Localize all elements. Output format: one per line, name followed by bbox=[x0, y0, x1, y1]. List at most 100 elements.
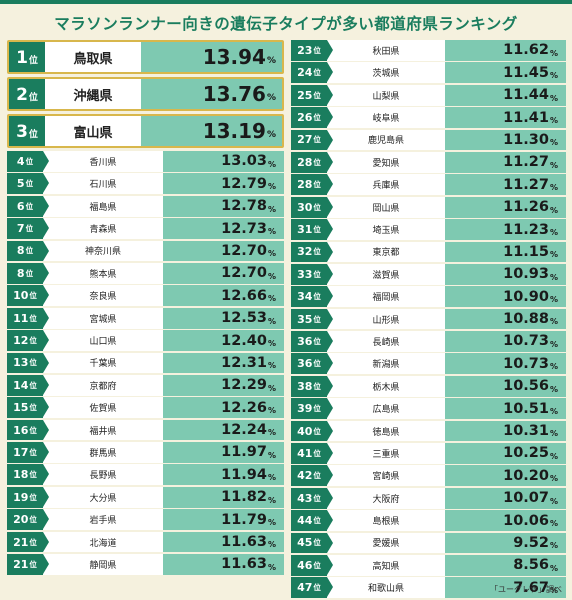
prefecture-name: 滋賀県 bbox=[327, 263, 445, 285]
value-cell: 10.88% bbox=[445, 308, 566, 330]
ranking-column-right: 23 位秋田県 11.62% 24 位茨城県 11.45% 25 位山梨県 11.44% 26 位岐… bbox=[291, 40, 566, 600]
ranking-row: 20 位岩手県 11.79% bbox=[7, 509, 284, 531]
prefecture-name: 秋田県 bbox=[327, 40, 445, 61]
prefecture-name: 高知県 bbox=[327, 554, 445, 576]
ranking-row: 40 位徳島県 10.31% bbox=[291, 420, 566, 442]
rank-cell: 26 位 bbox=[291, 107, 333, 128]
prefecture-name: 京都府 bbox=[43, 374, 163, 396]
rank-number: 8 bbox=[16, 244, 25, 258]
value-unit: % bbox=[549, 138, 558, 148]
rank-cell: 23 位 bbox=[291, 40, 333, 61]
ranking-row: 39 位広島県 10.51% bbox=[291, 398, 566, 420]
value-cell: 7.67% bbox=[445, 577, 566, 599]
ranking-row: 21 位北海道 11.63% bbox=[7, 531, 284, 553]
value-unit: % bbox=[549, 362, 558, 372]
value-number: 10.25 bbox=[503, 445, 549, 462]
rank-cell: 27 位 bbox=[291, 129, 333, 151]
value-cell: 9.52% bbox=[445, 532, 566, 554]
rank-cell: 34 位 bbox=[291, 286, 333, 308]
value-number: 12.70 bbox=[221, 242, 267, 259]
value-cell: 12.26% bbox=[163, 397, 284, 419]
rank-number: 36 bbox=[297, 334, 313, 348]
rank-suffix: 位 bbox=[313, 292, 321, 302]
value-number: 13.76 bbox=[202, 82, 266, 106]
value-number: 10.73 bbox=[503, 333, 549, 350]
prefecture-name: 和歌山県 bbox=[327, 577, 445, 599]
rank-cell: 45 位 bbox=[291, 532, 333, 554]
ranking-row: 27 位鹿児島県 11.30% bbox=[291, 129, 566, 151]
value-unit: % bbox=[549, 474, 558, 484]
rank-number: 16 bbox=[13, 423, 29, 437]
rank-number: 4 bbox=[16, 154, 25, 168]
prefecture-name: 奈良県 bbox=[43, 285, 163, 307]
prefecture-name: 岡山県 bbox=[327, 196, 445, 218]
value-unit: % bbox=[549, 48, 558, 58]
value-cell: 11.63% bbox=[163, 531, 284, 553]
rank-number: 40 bbox=[297, 424, 313, 438]
value-unit: % bbox=[549, 407, 558, 417]
prefecture-name: 北海道 bbox=[43, 531, 163, 553]
rank-cell: 38 位 bbox=[291, 375, 333, 397]
value-number: 10.88 bbox=[503, 311, 549, 328]
rank-number: 18 bbox=[13, 468, 29, 482]
rank-suffix: 位 bbox=[313, 180, 321, 190]
rank-number: 44 bbox=[297, 514, 313, 528]
ranking-row: 44 位島根県 10.06% bbox=[291, 510, 566, 531]
ranking-row: 1 位鳥取県 13.94% bbox=[7, 40, 284, 74]
value-number: 13.94 bbox=[202, 45, 266, 69]
prefecture-name: 徳島県 bbox=[327, 420, 445, 442]
ranking-row: 28 位愛知県 11.27% bbox=[291, 151, 566, 173]
rank-number: 7 bbox=[16, 222, 25, 236]
rank-cell: 47 位 bbox=[291, 577, 333, 599]
rank-suffix: 位 bbox=[29, 515, 37, 525]
prefecture-name: 福井県 bbox=[43, 419, 163, 441]
rank-number: 38 bbox=[297, 379, 313, 393]
prefecture-name: 千葉県 bbox=[43, 352, 163, 374]
value-number: 12.26 bbox=[221, 399, 267, 416]
rank-suffix: 位 bbox=[29, 447, 37, 457]
value-unit: % bbox=[549, 250, 558, 260]
ranking-row: 32 位東京都 11.15% bbox=[291, 241, 566, 263]
rank-suffix: 位 bbox=[313, 135, 321, 145]
value-number: 10.07 bbox=[503, 490, 549, 507]
rank-suffix: 位 bbox=[28, 130, 38, 140]
rank-cell: 36 位 bbox=[291, 353, 333, 375]
rank-suffix: 位 bbox=[313, 269, 321, 279]
rank-cell: 15 位 bbox=[7, 397, 49, 419]
rank-number: 5 bbox=[16, 177, 25, 191]
value-unit: % bbox=[267, 338, 276, 348]
value-cell: 12.66% bbox=[163, 285, 284, 307]
prefecture-name: 長野県 bbox=[43, 464, 163, 486]
rank-cell: 30 位 bbox=[291, 196, 333, 218]
prefecture-name: 愛媛県 bbox=[327, 532, 445, 554]
value-number: 11.26 bbox=[503, 199, 549, 216]
rank-number: 13 bbox=[13, 356, 29, 370]
rank-cell: 28 位 bbox=[291, 151, 333, 173]
value-number: 11.27 bbox=[503, 154, 549, 171]
prefecture-name: 群馬県 bbox=[43, 442, 163, 463]
value-unit: % bbox=[267, 361, 276, 371]
prefecture-name: 石川県 bbox=[43, 173, 163, 195]
prefecture-name: 埼玉県 bbox=[327, 219, 445, 240]
value-unit: % bbox=[267, 316, 276, 326]
value-unit: % bbox=[549, 384, 558, 394]
ranking-row: 3 位富山県 13.19% bbox=[7, 114, 284, 148]
ranking-row: 25 位山梨県 11.44% bbox=[291, 84, 566, 106]
ranking-row: 24 位茨城県 11.45% bbox=[291, 62, 566, 84]
value-cell: 10.20% bbox=[445, 465, 566, 487]
rank-suffix: 位 bbox=[25, 268, 34, 278]
value-number: 11.94 bbox=[221, 466, 267, 483]
rank-suffix: 位 bbox=[313, 202, 321, 212]
prefecture-name: 島根県 bbox=[327, 510, 445, 531]
ranking-row: 13 位千葉県 12.31% bbox=[7, 352, 284, 374]
rank-number: 46 bbox=[297, 558, 313, 572]
value-number: 12.29 bbox=[221, 377, 267, 394]
value-unit: % bbox=[267, 562, 276, 572]
value-unit: % bbox=[267, 271, 276, 281]
rank-suffix: 位 bbox=[313, 493, 321, 503]
value-unit: % bbox=[267, 406, 276, 416]
value-number: 11.44 bbox=[503, 87, 549, 104]
rank-number: 12 bbox=[13, 334, 29, 348]
